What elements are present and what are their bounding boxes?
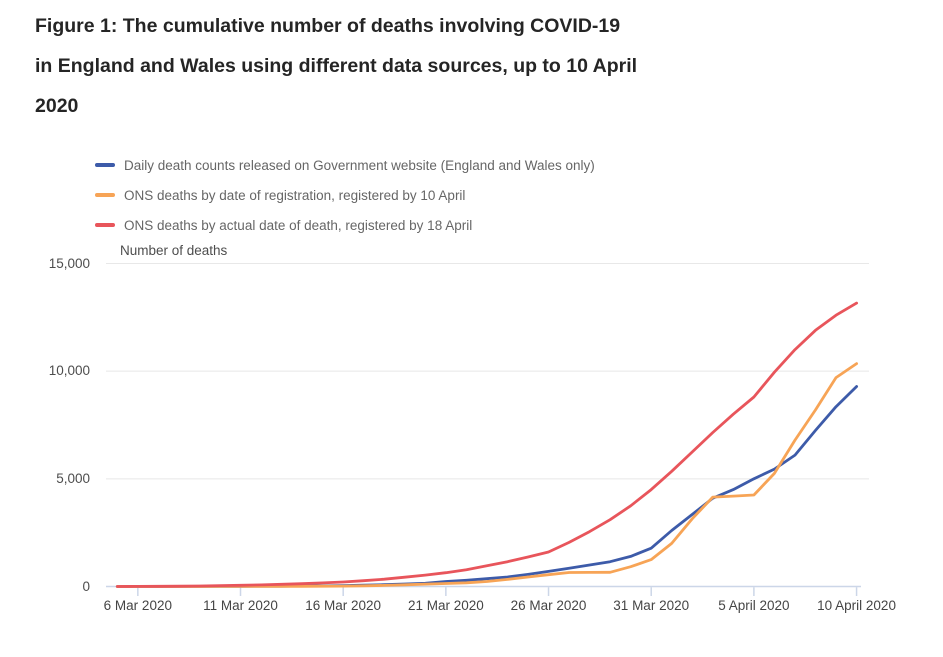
legend-item-ons-registration: ONS deaths by date of registration, regi… [95, 180, 595, 210]
chart-legend: Daily death counts released on Governmen… [95, 150, 595, 240]
y-tick-label-0: 0 [82, 578, 90, 594]
x-tick-label: 26 Mar 2020 [510, 598, 587, 613]
y-tick-label-15000: 15,000 [48, 255, 90, 271]
x-tick-label: 21 Mar 2020 [407, 598, 484, 613]
x-tick-label: 11 Mar 2020 [203, 598, 278, 613]
legend-swatch-orange-icon [95, 193, 115, 197]
legend-swatch-blue-icon [95, 163, 115, 167]
x-tick-label: 10 April 2020 [817, 598, 896, 613]
legend-label: ONS deaths by actual date of death, regi… [124, 217, 473, 233]
figure-title-line3: 2020 [35, 95, 79, 117]
x-tick-label: 6 Mar 2020 [103, 598, 172, 613]
x-tick-label: 16 Mar 2020 [305, 598, 382, 613]
legend-swatch-red-icon [95, 223, 115, 227]
y-axis-title: Number of deaths [120, 243, 228, 258]
figure-title-line1: Figure 1: The cumulative number of death… [35, 15, 621, 37]
figure-title: Figure 1: The cumulative number of death… [35, 6, 825, 126]
legend-item-government-counts: Daily death counts released on Governmen… [95, 150, 595, 180]
x-tick-label: 31 Mar 2020 [613, 598, 690, 613]
y-tick-label-5000: 5,000 [56, 470, 90, 486]
x-tick-label: 5 April 2020 [718, 598, 790, 613]
figure-title-line2: in England and Wales using different dat… [35, 55, 638, 77]
y-tick-label-10000: 10,000 [48, 363, 90, 379]
legend-label: ONS deaths by date of registration, regi… [124, 187, 466, 203]
legend-item-ons-actual-date: ONS deaths by actual date of death, regi… [95, 210, 595, 240]
legend-label: Daily death counts released on Governmen… [124, 157, 595, 173]
